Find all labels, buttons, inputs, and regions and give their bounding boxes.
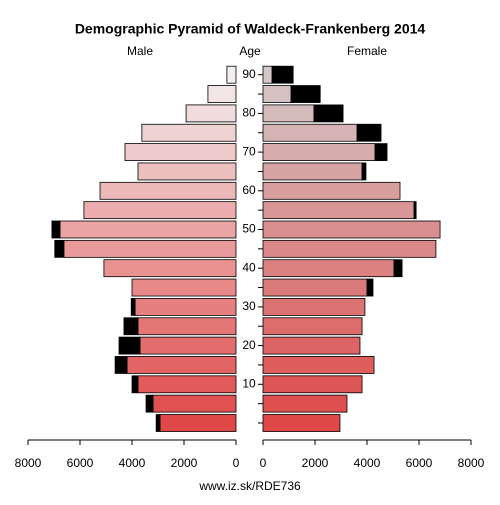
- age-label: 20: [242, 338, 256, 352]
- age-label: Age: [239, 44, 261, 58]
- bar: [126, 356, 237, 374]
- bar-extra: [361, 162, 367, 181]
- bar-extra: [313, 104, 344, 123]
- age-label: 40: [242, 260, 256, 274]
- female-label: Female: [347, 44, 387, 58]
- bar: [59, 220, 237, 239]
- bar: [139, 336, 237, 355]
- age-label: 80: [242, 106, 256, 120]
- age-label: 90: [242, 67, 256, 81]
- age-label: 60: [242, 183, 256, 197]
- bar: [262, 375, 363, 394]
- age-label: 50: [242, 222, 256, 236]
- bar: [262, 104, 315, 123]
- bar-extra: [54, 239, 65, 258]
- bar: [137, 317, 237, 336]
- male-label: Male: [127, 44, 153, 58]
- bar-extra: [145, 394, 154, 413]
- bar: [152, 394, 237, 413]
- bar: [262, 356, 375, 374]
- age-label: 10: [242, 376, 256, 390]
- bar: [137, 375, 237, 394]
- bar-extra: [271, 65, 294, 84]
- bar: [262, 201, 415, 220]
- x-tick-label: 2000: [302, 456, 329, 470]
- bar: [159, 414, 237, 432]
- bar: [134, 297, 237, 316]
- bar-extra: [130, 297, 136, 316]
- bar: [141, 123, 237, 142]
- bar: [262, 239, 437, 258]
- bar: [83, 201, 237, 220]
- x-tick-label: 4000: [119, 456, 146, 470]
- bar: [99, 181, 237, 200]
- bar-extra: [356, 123, 382, 142]
- x-tick-label: 2000: [171, 456, 198, 470]
- bar: [262, 297, 366, 316]
- x-tick-label: 4000: [354, 456, 381, 470]
- age-label: 70: [242, 144, 256, 158]
- bar: [262, 85, 292, 103]
- bar: [262, 123, 358, 142]
- bar: [124, 143, 237, 162]
- bar: [262, 259, 395, 278]
- footer: www.iz.sk/RDE736: [198, 479, 301, 493]
- x-tick-label: 8000: [15, 456, 42, 470]
- bar: [226, 65, 237, 84]
- x-tick-label: 6000: [406, 456, 433, 470]
- bar-extra: [131, 375, 139, 394]
- bar: [63, 239, 237, 258]
- age-label: 30: [242, 299, 256, 313]
- x-tick-label: 8000: [458, 456, 485, 470]
- x-tick-label: 6000: [67, 456, 94, 470]
- x-tick-label: 0: [260, 456, 267, 470]
- bar: [185, 104, 237, 123]
- bar-extra: [155, 414, 161, 432]
- bar: [262, 65, 273, 84]
- bar: [262, 414, 341, 432]
- bar: [262, 220, 441, 239]
- bar: [131, 278, 237, 297]
- x-tick-label: 0: [233, 456, 240, 470]
- bar: [207, 85, 237, 103]
- bar: [137, 162, 237, 181]
- bar-extra: [118, 336, 141, 355]
- bar-extra: [51, 220, 61, 239]
- bar: [262, 278, 368, 297]
- bar: [262, 143, 376, 162]
- bar: [262, 162, 363, 181]
- bar: [262, 317, 363, 336]
- bar-extra: [393, 259, 403, 278]
- bar: [262, 181, 401, 200]
- bar: [103, 259, 237, 278]
- bar-extra: [366, 278, 374, 297]
- bar: [262, 394, 348, 413]
- bar-extra: [374, 143, 388, 162]
- bar-extra: [413, 201, 417, 220]
- bar-extra: [290, 85, 321, 103]
- chart-title: Demographic Pyramid of Waldeck-Frankenbe…: [75, 21, 426, 37]
- bar: [262, 336, 361, 355]
- bar-extra: [114, 356, 128, 374]
- bar-extra: [123, 317, 139, 336]
